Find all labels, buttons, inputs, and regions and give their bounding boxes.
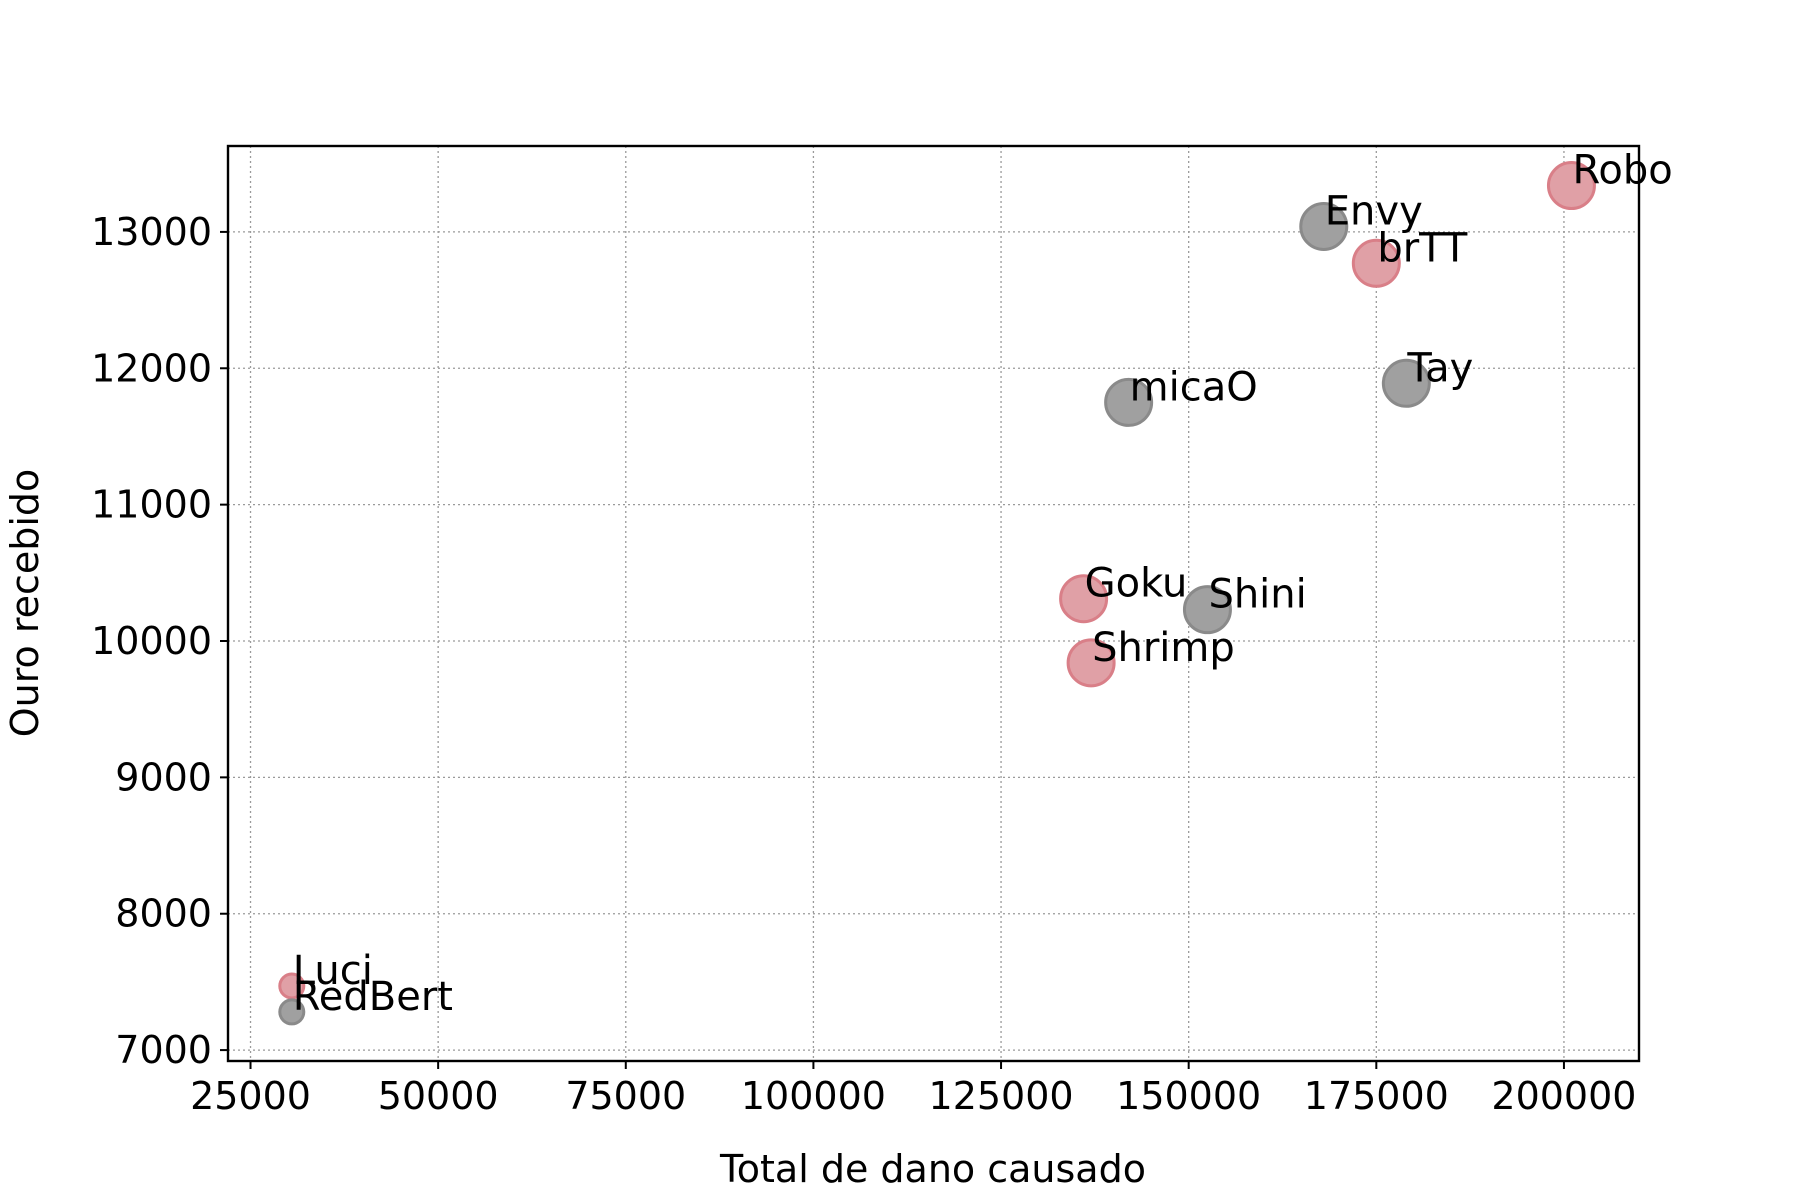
- y-tick-label: 13000: [91, 210, 212, 254]
- x-tick-label: 25000: [190, 1074, 311, 1118]
- data-point: [1546, 161, 1596, 211]
- y-axis-label: Ouro recebido: [3, 469, 47, 738]
- point-label: Shini: [1208, 572, 1306, 618]
- x-tick-label: 50000: [378, 1074, 499, 1118]
- y-axis-ticks: 7000 8000 9000 10000 11000 12000 13000: [91, 210, 228, 1072]
- data-point: [278, 972, 306, 1000]
- x-tick-label: 100000: [741, 1074, 886, 1118]
- point-label: Envy: [1325, 188, 1423, 234]
- point-label: RedBert: [293, 974, 453, 1020]
- point-label: Tay: [1406, 345, 1473, 391]
- x-tick-label: 75000: [565, 1074, 686, 1118]
- data-point: [1059, 574, 1109, 624]
- y-tick-label: 12000: [91, 346, 212, 390]
- y-tick-label: 7000: [115, 1028, 212, 1072]
- point-label: Robo: [1572, 148, 1672, 194]
- data-point: [1066, 638, 1116, 688]
- point-label: micaO: [1130, 364, 1258, 410]
- point-label: Goku: [1085, 561, 1188, 607]
- data-point: [1104, 377, 1154, 427]
- x-tick-label: 200000: [1491, 1074, 1636, 1118]
- data-point: [278, 998, 306, 1026]
- grid: [228, 146, 1639, 1061]
- y-tick-label: 8000: [115, 892, 212, 936]
- y-tick-label: 9000: [115, 755, 212, 799]
- data-point: [1351, 238, 1401, 288]
- plot-frame: [226, 144, 1641, 1063]
- data-points: [278, 161, 1596, 1026]
- x-tick-label: 150000: [1116, 1074, 1261, 1118]
- data-point: [1299, 201, 1349, 251]
- y-tick-label: 11000: [91, 483, 212, 527]
- point-label: Luci: [293, 948, 373, 994]
- data-point: [1381, 358, 1431, 408]
- point-label: brTT: [1377, 225, 1468, 271]
- x-tick-label: 125000: [929, 1074, 1074, 1118]
- x-axis-ticks: 25000 50000 75000 100000 125000 150000 175000 2…: [190, 1061, 1636, 1118]
- x-axis-label: Total de dano causado: [719, 1147, 1146, 1191]
- y-tick-label: 10000: [91, 619, 212, 663]
- x-tick-label: 175000: [1304, 1074, 1449, 1118]
- point-label: Shrimp: [1092, 625, 1235, 671]
- data-point: [1182, 585, 1232, 635]
